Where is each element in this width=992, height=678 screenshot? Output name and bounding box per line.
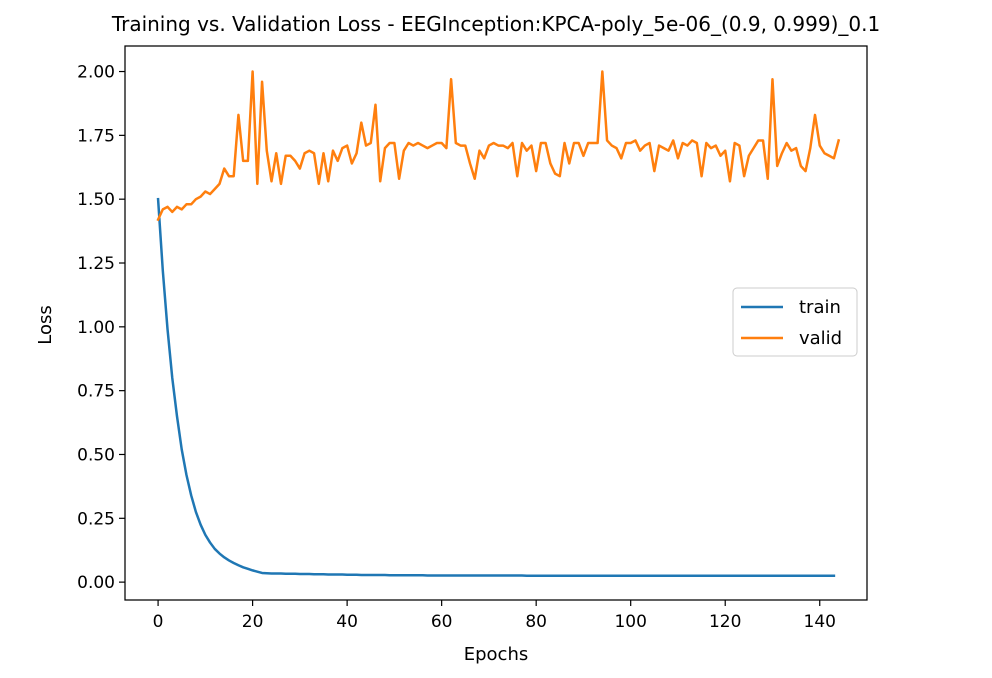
y-axis: 0.00 0.25 0.50 0.75 1.00 1.25 1.50 1.75 2.00 bbox=[77, 63, 125, 593]
x-tick-label: 0 bbox=[153, 612, 164, 632]
plot-lines bbox=[156, 70, 841, 577]
x-tick-label: 60 bbox=[431, 612, 453, 632]
y-tick-label: 0.25 bbox=[77, 509, 115, 529]
x-tick-label: 40 bbox=[336, 612, 358, 632]
y-tick-label: 1.75 bbox=[77, 126, 115, 146]
series-line-train bbox=[156, 197, 836, 577]
series-line-valid bbox=[156, 70, 841, 222]
chart-title: Training vs. Validation Loss - EEGIncept… bbox=[111, 12, 881, 36]
y-tick-label: 1.25 bbox=[77, 254, 115, 274]
y-tick-label: 0.50 bbox=[77, 445, 115, 465]
y-axis-label: Loss bbox=[35, 305, 56, 344]
x-axis-label: Epochs bbox=[464, 644, 529, 665]
x-tick-label: 120 bbox=[709, 612, 741, 632]
plot-frame bbox=[124, 45, 868, 601]
x-tick-label: 80 bbox=[525, 612, 547, 632]
x-tick-label: 140 bbox=[804, 612, 836, 632]
legend-train-label: train bbox=[799, 297, 841, 318]
x-tick-label: 20 bbox=[242, 612, 264, 632]
y-tick-label: 1.00 bbox=[77, 318, 115, 338]
y-tick-label: 1.50 bbox=[77, 190, 115, 210]
legend: train valid bbox=[732, 287, 858, 357]
y-tick-label: 0.75 bbox=[77, 382, 115, 402]
x-axis: 0 20 40 60 80 100 120 140 bbox=[153, 600, 836, 632]
x-tick-label: 100 bbox=[614, 612, 646, 632]
y-tick-label: 0.00 bbox=[77, 573, 115, 593]
legend-valid-label: valid bbox=[799, 328, 842, 349]
y-tick-label: 2.00 bbox=[77, 63, 115, 83]
